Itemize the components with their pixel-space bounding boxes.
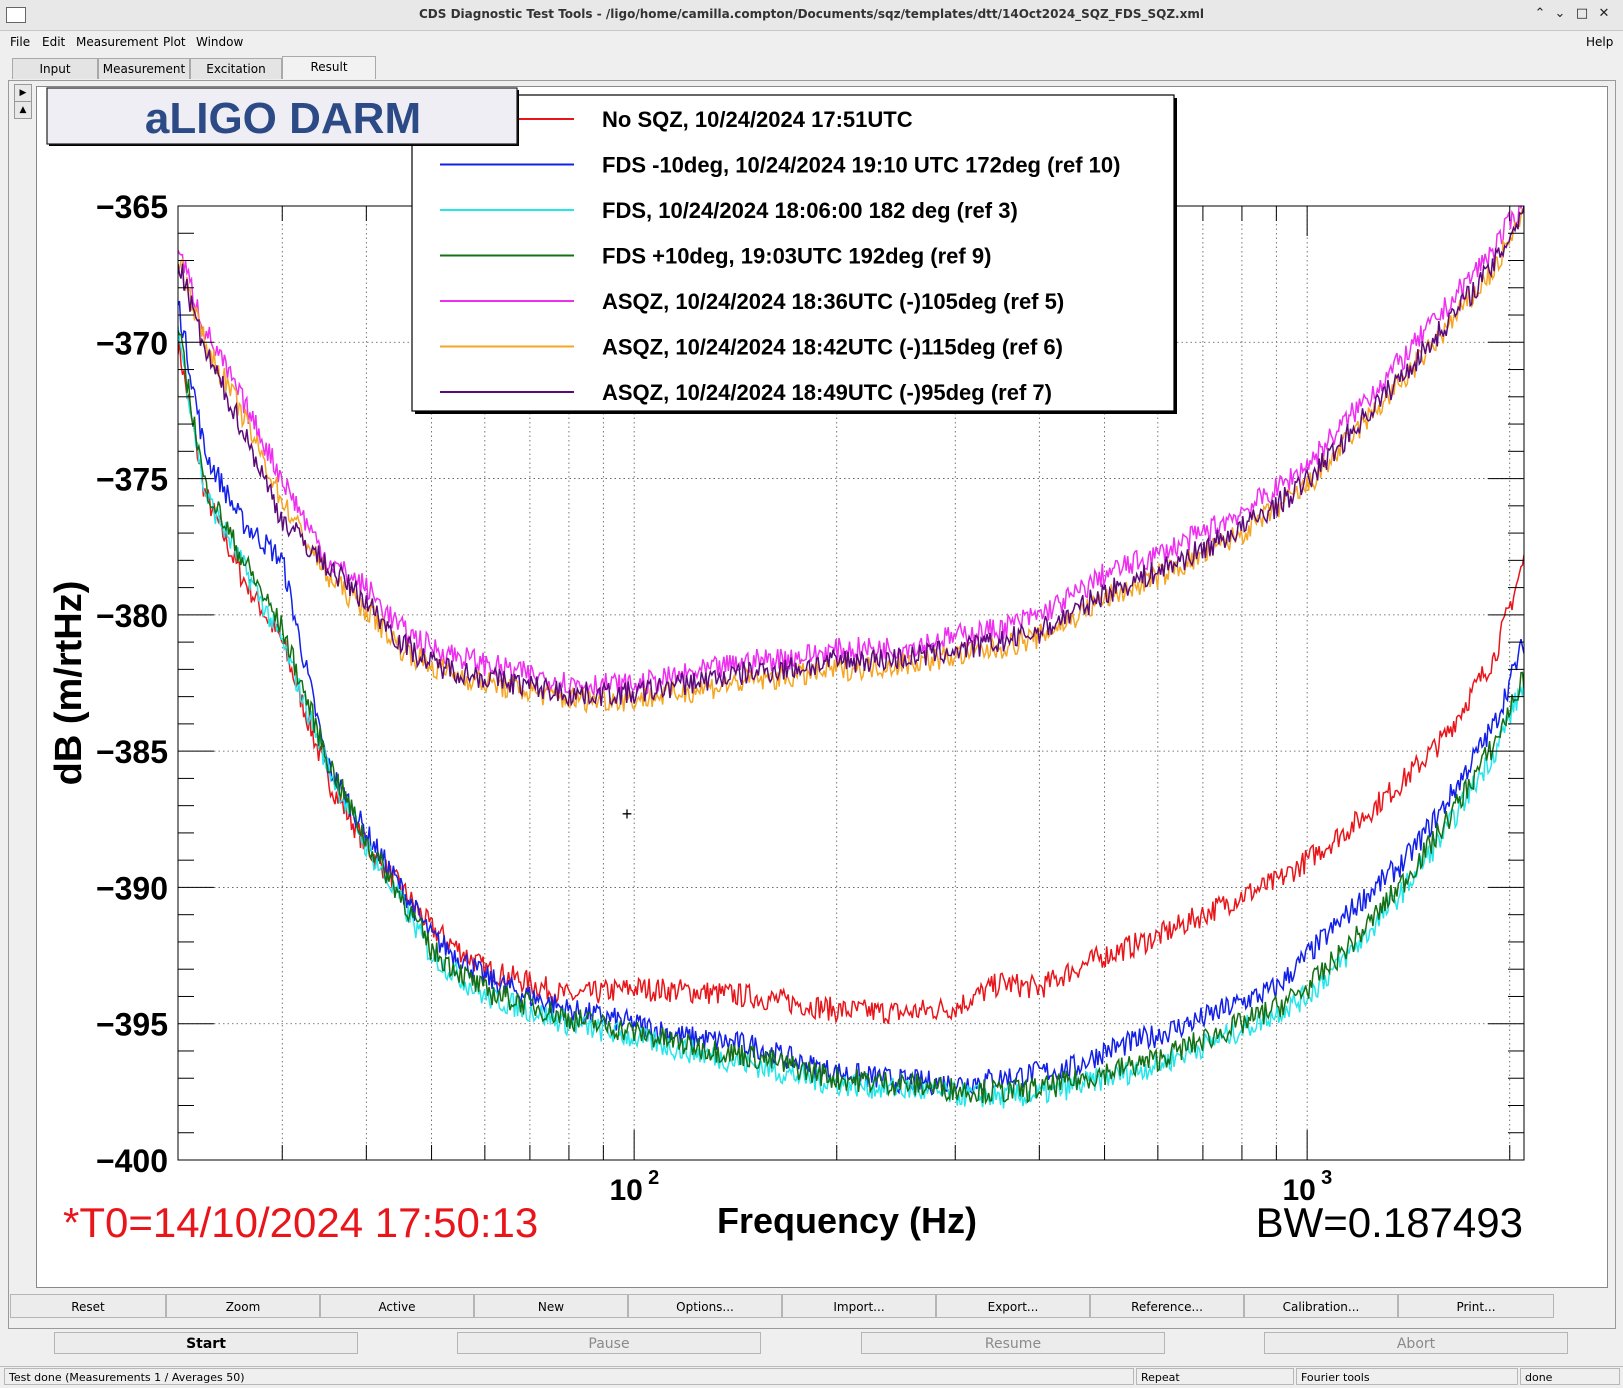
y-tick-label: −375 — [96, 462, 168, 498]
legend-entry: No SQZ, 10/24/2024 17:51UTC — [602, 107, 913, 132]
plot-svg[interactable]: −365 −370 −375 −380 −385 −390 −395 −400 10 2 10 3 N… — [37, 87, 1607, 1287]
status-message: Test done (Measurements 1 / Averages 50) — [4, 1368, 1134, 1385]
banner-box — [46, 87, 518, 145]
menu-measurement[interactable]: Measurement — [76, 35, 159, 49]
arrow-up-icon[interactable]: ▲ — [14, 101, 32, 119]
legend-entry: ASQZ, 10/24/2024 18:49UTC (-)95deg (ref … — [602, 380, 1052, 405]
banner-title: aLIGO DARM — [145, 94, 421, 143]
reference-button[interactable]: Reference... — [1090, 1294, 1244, 1318]
export-button[interactable]: Export... — [936, 1294, 1090, 1318]
status-fourier-tools: Fourier tools — [1296, 1368, 1518, 1385]
bandwidth-label: BW=0.187493 — [1256, 1199, 1523, 1246]
active-button[interactable]: Active — [320, 1294, 474, 1318]
arrow-right-icon[interactable]: ▶ — [14, 84, 32, 102]
x-tick-exponent: 2 — [648, 1167, 659, 1189]
series-line-5 — [178, 208, 1524, 714]
series-line-6 — [178, 206, 1524, 707]
y-tick-label: −370 — [96, 325, 168, 361]
abort-button[interactable]: Abort — [1264, 1332, 1568, 1354]
y-tick-label: −365 — [96, 189, 168, 225]
calibration-button[interactable]: Calibration... — [1244, 1294, 1398, 1318]
tab-excitation[interactable]: Excitation — [190, 58, 282, 79]
series-line-1 — [178, 300, 1524, 1098]
y-tick-label: −395 — [96, 1007, 168, 1043]
title-bar: CDS Diagnostic Test Tools - /ligo/home/c… — [0, 0, 1623, 31]
options-button[interactable]: Options... — [628, 1294, 782, 1318]
series-line-2 — [178, 325, 1524, 1109]
cursor-crosshair: + — [622, 804, 633, 824]
plot-canvas[interactable]: −365 −370 −375 −380 −385 −390 −395 −400 10 2 10 3 N… — [36, 86, 1608, 1288]
y-axis-label: dB (m/rtHz) — [48, 581, 90, 786]
tab-measurement[interactable]: Measurement — [98, 58, 190, 79]
resume-button[interactable]: Resume — [861, 1332, 1165, 1354]
t0-label: *T0=14/10/2024 17:50:13 — [63, 1199, 538, 1246]
legend-entry: ASQZ, 10/24/2024 18:36UTC (-)105deg (ref… — [602, 289, 1064, 314]
tab-bar: Input Measurement Excitation Result — [8, 56, 1608, 80]
menu-help[interactable]: Help — [1586, 35, 1614, 49]
zoom-button[interactable]: Zoom — [166, 1294, 320, 1318]
new-button[interactable]: New — [474, 1294, 628, 1318]
window-title: CDS Diagnostic Test Tools - /ligo/home/c… — [419, 7, 1204, 21]
axis-ticks: −365 −370 −375 −380 −385 −390 −395 −400 10 2 10 3 — [96, 189, 1524, 1207]
legend-entry: FDS +10deg, 19:03UTC 192deg (ref 9) — [602, 244, 991, 269]
maximize-button[interactable]: □ — [1575, 6, 1589, 21]
close-button[interactable]: ✕ — [1598, 6, 1610, 21]
print-button[interactable]: Print... — [1398, 1294, 1554, 1318]
plot-toolbar: Reset Zoom Active New Options... Import.… — [10, 1294, 1610, 1320]
restore-button[interactable]: ⌄ — [1554, 6, 1566, 21]
minimize-button[interactable]: ⌃ — [1534, 6, 1546, 21]
series-line-3 — [178, 330, 1524, 1106]
menu-bar: File Edit Measurement Plot Window Help — [0, 31, 1623, 53]
legend-entry: FDS, 10/24/2024 18:06:00 182 deg (ref 3) — [602, 198, 1018, 223]
reset-button[interactable]: Reset — [10, 1294, 166, 1318]
y-tick-label: −390 — [96, 870, 168, 906]
pause-button[interactable]: Pause — [457, 1332, 761, 1354]
menu-edit[interactable]: Edit — [42, 35, 66, 49]
status-repeat: Repeat — [1136, 1368, 1294, 1385]
menu-file[interactable]: File — [10, 35, 31, 49]
app-icon — [6, 7, 26, 23]
legend-box — [411, 94, 1175, 412]
y-tick-label: −380 — [96, 598, 168, 634]
import-button[interactable]: Import... — [782, 1294, 936, 1318]
legend: No SQZ, 10/24/2024 17:51UTC FDS -10deg, 1… — [411, 94, 1177, 414]
menu-window[interactable]: Window — [196, 35, 244, 49]
status-state: done — [1520, 1368, 1620, 1385]
menu-plot[interactable]: Plot — [163, 35, 186, 49]
y-tick-label: −385 — [96, 734, 168, 770]
x-tick-exponent: 3 — [1321, 1167, 1332, 1189]
series-lines — [178, 206, 1524, 1109]
control-bar: Start Pause Resume Abort — [0, 1330, 1623, 1362]
tab-input[interactable]: Input — [12, 58, 98, 79]
start-button[interactable]: Start — [54, 1332, 358, 1354]
legend-entry: FDS -10deg, 10/24/2024 19:10 UTC 172deg … — [602, 153, 1120, 178]
x-tick-label: 10 — [1282, 1174, 1315, 1207]
tab-result[interactable]: Result — [282, 56, 376, 79]
x-tick-label: 10 — [609, 1174, 642, 1207]
y-tick-label: −400 — [96, 1143, 168, 1179]
series-line-0 — [178, 340, 1524, 1025]
legend-entry: ASQZ, 10/24/2024 18:42UTC (-)115deg (ref… — [602, 335, 1063, 360]
status-bar: Test done (Measurements 1 / Averages 50)… — [0, 1366, 1623, 1387]
banner-box: aLIGO DARM — [46, 87, 519, 146]
x-axis-label: Frequency (Hz) — [717, 1200, 977, 1241]
